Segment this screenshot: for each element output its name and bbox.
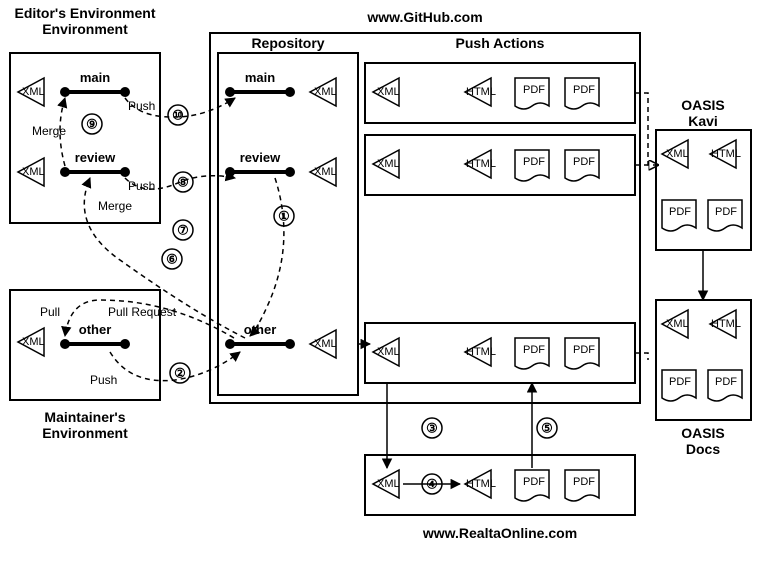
- title-kavi: OASISKavi: [681, 97, 725, 129]
- svg-text:④: ④: [426, 477, 438, 492]
- icon-pdf: PDF: [573, 84, 595, 96]
- icon-html: HTML: [466, 86, 496, 98]
- svg-text:PDF: PDF: [715, 376, 737, 388]
- edge-push3-docs: [635, 353, 648, 360]
- svg-text:XML: XML: [314, 166, 337, 178]
- svg-text:⑤: ⑤: [541, 421, 553, 436]
- svg-text:PDF: PDF: [573, 344, 595, 356]
- svg-text:PDF: PDF: [523, 344, 545, 356]
- repo-branch-main: main XML: [225, 70, 337, 106]
- editor-branch-review: XML review: [18, 150, 130, 186]
- title-editor: Editor's EnvironmentEnvironment: [14, 5, 155, 37]
- svg-text:②: ②: [174, 366, 186, 381]
- svg-text:PDF: PDF: [669, 376, 691, 388]
- svg-text:XML: XML: [22, 86, 45, 98]
- title-realta: www.RealtaOnline.com: [422, 525, 577, 541]
- edge-push1-kavi: [635, 93, 658, 165]
- icon-xml: XML: [377, 86, 400, 98]
- svg-text:PDF: PDF: [523, 156, 545, 168]
- maint-branch-other: XML other: [18, 322, 130, 356]
- svg-text:⑩: ⑩: [172, 108, 184, 123]
- svg-text:⑥: ⑥: [166, 252, 178, 267]
- title-docs: OASISDocs: [681, 425, 725, 457]
- svg-text:main: main: [245, 70, 275, 85]
- svg-text:⑦: ⑦: [177, 223, 189, 238]
- svg-text:XML: XML: [377, 478, 400, 490]
- svg-text:HTML: HTML: [466, 346, 496, 358]
- svg-text:XML: XML: [314, 338, 337, 350]
- svg-text:review: review: [75, 150, 116, 165]
- svg-text:other: other: [244, 322, 277, 337]
- title-repository: Repository: [251, 35, 324, 51]
- svg-text:XML: XML: [22, 336, 45, 348]
- svg-text:XML: XML: [666, 318, 689, 330]
- svg-text:PDF: PDF: [573, 476, 595, 488]
- svg-text:③: ③: [426, 421, 438, 436]
- editor-branch-main: XML main: [18, 70, 130, 106]
- svg-text:HTML: HTML: [711, 148, 741, 160]
- lbl-push-other: Push: [90, 373, 117, 387]
- repo-branch-other: other XML: [225, 322, 337, 358]
- svg-text:XML: XML: [666, 148, 689, 160]
- title-github: www.GitHub.com: [366, 9, 482, 25]
- svg-text:PDF: PDF: [523, 476, 545, 488]
- svg-text:PDF: PDF: [715, 206, 737, 218]
- lbl-merge-1: Merge: [32, 124, 66, 138]
- svg-text:⑨: ⑨: [86, 117, 98, 132]
- workflow-diagram: Editor's EnvironmentEnvironment www.GitH…: [0, 0, 761, 574]
- repo-branch-review: review XML: [225, 150, 337, 186]
- svg-text:XML: XML: [377, 346, 400, 358]
- svg-text:XML: XML: [314, 86, 337, 98]
- svg-text:PDF: PDF: [573, 156, 595, 168]
- svg-text:review: review: [240, 150, 281, 165]
- svg-text:HTML: HTML: [466, 158, 496, 170]
- lbl-push-review: Push: [128, 179, 155, 193]
- svg-text:other: other: [79, 322, 112, 337]
- svg-text:HTML: HTML: [711, 318, 741, 330]
- svg-text:⑧: ⑧: [177, 175, 189, 190]
- icon-pdf: PDF: [523, 84, 545, 96]
- title-maintainer: Maintainer'sEnvironment: [42, 409, 128, 441]
- lbl-pull: Pull: [40, 305, 60, 319]
- lbl-merge-2: Merge: [98, 199, 132, 213]
- lbl-pullreq: Pull Request: [108, 305, 177, 319]
- svg-text:XML: XML: [22, 166, 45, 178]
- svg-text:main: main: [80, 70, 110, 85]
- edge-1: [250, 178, 284, 336]
- svg-text:HTML: HTML: [466, 478, 496, 490]
- title-pushactions: Push Actions: [456, 35, 545, 51]
- svg-text:PDF: PDF: [669, 206, 691, 218]
- svg-text:XML: XML: [377, 158, 400, 170]
- svg-text:①: ①: [278, 209, 290, 224]
